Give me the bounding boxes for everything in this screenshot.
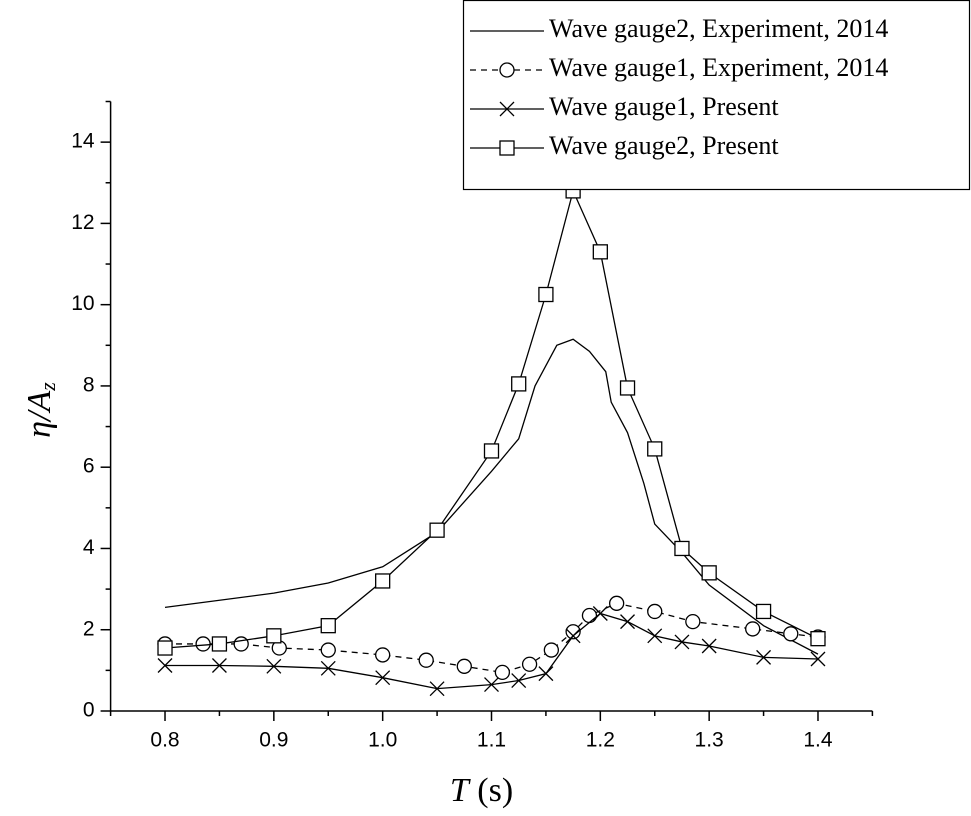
y-tick-label: 10 bbox=[71, 292, 94, 315]
x-marker bbox=[565, 628, 581, 644]
x-marker bbox=[620, 614, 635, 630]
circle-marker bbox=[543, 642, 560, 658]
x-tick-label: 1.3 bbox=[695, 729, 724, 752]
series-line bbox=[164, 338, 819, 655]
x-marker bbox=[429, 681, 445, 697]
legend-label: Wave gauge2, Present bbox=[549, 131, 779, 160]
circle-marker bbox=[233, 636, 249, 652]
circle-marker bbox=[499, 62, 515, 78]
square-marker bbox=[157, 640, 173, 656]
y-tick-label: 2 bbox=[83, 617, 95, 640]
x-marker bbox=[375, 670, 391, 686]
legend-label: Wave gauge2, Experiment, 2014 bbox=[549, 14, 888, 43]
x-marker bbox=[538, 666, 554, 682]
square-marker bbox=[429, 522, 445, 538]
square-marker bbox=[755, 603, 772, 620]
circle-marker bbox=[647, 603, 663, 620]
square-marker bbox=[375, 573, 391, 589]
legend-label: Wave gauge1, Experiment, 2014 bbox=[549, 53, 888, 82]
y-tick-label: 0 bbox=[83, 699, 95, 722]
x-tick-label: 1.4 bbox=[803, 729, 833, 752]
x-marker bbox=[592, 606, 608, 621]
x-marker bbox=[674, 634, 690, 650]
y-label-subscript: z bbox=[35, 382, 60, 392]
x-marker bbox=[499, 101, 515, 117]
x-marker bbox=[756, 649, 772, 665]
square-marker bbox=[211, 636, 228, 652]
square-marker bbox=[499, 140, 515, 156]
circle-marker bbox=[418, 652, 434, 668]
series-line bbox=[164, 188, 819, 649]
square-marker bbox=[511, 376, 527, 392]
x-label-symbol: T bbox=[450, 772, 471, 809]
circle-marker bbox=[565, 624, 581, 640]
circle-marker bbox=[375, 647, 391, 663]
square-marker bbox=[810, 631, 826, 647]
circle-marker bbox=[745, 621, 761, 637]
x-axis-label: T (s) bbox=[450, 772, 513, 809]
y-tick-label: 8 bbox=[83, 373, 95, 396]
x-marker bbox=[810, 651, 826, 667]
circle-marker bbox=[521, 656, 538, 672]
circle-marker bbox=[494, 664, 511, 681]
x-tick-label: 0.8 bbox=[150, 729, 179, 752]
square-marker bbox=[320, 618, 336, 634]
x-marker bbox=[647, 628, 663, 644]
x-marker bbox=[511, 673, 527, 688]
circle-marker bbox=[609, 595, 625, 611]
square-marker bbox=[701, 565, 717, 581]
x-marker bbox=[211, 658, 227, 673]
y-axis-label: η/Az bbox=[21, 382, 60, 438]
square-marker bbox=[619, 380, 636, 396]
x-label-unit: (s) bbox=[477, 772, 513, 809]
legend-label: Wave gauge1, Present bbox=[549, 92, 779, 121]
y-tick-label: 14 bbox=[71, 130, 95, 153]
x-marker bbox=[320, 660, 336, 676]
circle-marker bbox=[685, 613, 701, 630]
y-tick-label: 4 bbox=[83, 536, 95, 559]
y-tick-label: 12 bbox=[71, 211, 94, 234]
x-tick-label: 0.9 bbox=[259, 729, 288, 752]
circle-marker bbox=[320, 642, 336, 658]
x-marker bbox=[701, 638, 717, 654]
x-tick-label: 1.0 bbox=[368, 729, 397, 752]
square-marker bbox=[592, 244, 608, 260]
square-marker bbox=[266, 628, 282, 644]
x-tick-label: 1.1 bbox=[477, 729, 506, 752]
square-marker bbox=[647, 441, 663, 457]
x-marker bbox=[157, 658, 173, 673]
x-marker bbox=[484, 677, 499, 693]
y-tick-label: 6 bbox=[83, 455, 95, 478]
x-marker bbox=[266, 658, 282, 674]
circle-marker bbox=[783, 626, 799, 642]
legend-box bbox=[462, 0, 971, 191]
circle-marker bbox=[581, 607, 598, 624]
circle-marker bbox=[456, 658, 472, 674]
square-marker bbox=[674, 540, 690, 557]
square-marker bbox=[483, 443, 500, 459]
series-line bbox=[165, 612, 819, 690]
y-label-symbol: η/A bbox=[21, 391, 58, 438]
x-tick-label: 1.2 bbox=[586, 729, 615, 752]
square-marker bbox=[538, 286, 554, 303]
circle-marker bbox=[195, 636, 211, 652]
